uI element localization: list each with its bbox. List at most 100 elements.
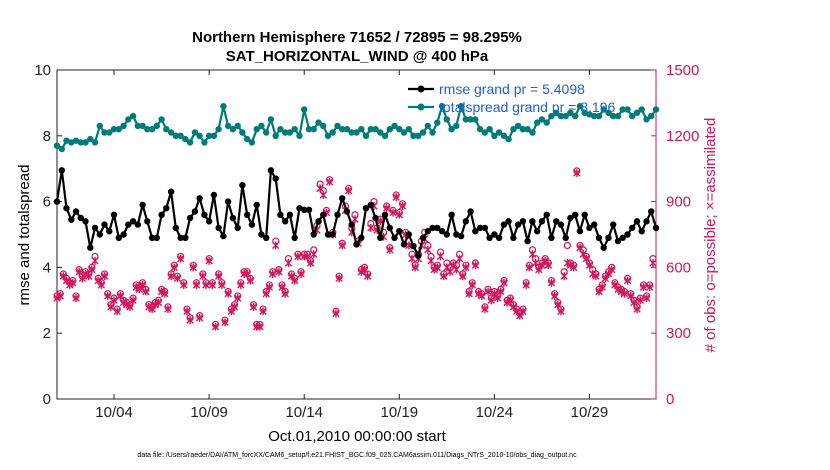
obs-assimilated-point <box>465 289 473 298</box>
totalspread-point <box>220 103 227 110</box>
obs-assimilated-point <box>297 269 305 278</box>
totalspread-point <box>229 126 237 133</box>
obs-assimilated-point <box>573 169 581 178</box>
totalspread-point <box>110 126 118 133</box>
rmse-point <box>614 237 622 245</box>
rmse-point <box>286 211 294 218</box>
obs-assimilated-point <box>490 289 499 298</box>
rmse-point <box>182 234 189 241</box>
totalspread-point <box>381 132 389 139</box>
totalspread-point <box>120 122 127 130</box>
obs-assimilated-point <box>611 280 619 289</box>
obs-assimilated-point <box>623 276 632 285</box>
rmse-point <box>505 218 512 225</box>
rmse-point <box>415 252 422 260</box>
obs-assimilated-point <box>459 272 467 281</box>
totalspread-point <box>334 122 341 130</box>
obs-possible-series <box>53 167 657 329</box>
totalspread-point <box>296 132 303 139</box>
totalspread-point <box>224 122 232 130</box>
totalspread-point <box>443 116 450 123</box>
rmse-point <box>472 228 479 235</box>
obs-assimilated-point <box>595 287 603 296</box>
rmse-point <box>586 224 593 232</box>
totalspread-point <box>648 112 655 120</box>
obs-assimilated-point <box>642 294 651 303</box>
rmse-point <box>329 231 336 238</box>
obs-assimilated-point <box>208 280 217 289</box>
totalspread-point <box>172 132 179 139</box>
obs-assimilated-point <box>487 296 495 305</box>
obs-assimilated-point <box>325 177 334 186</box>
legend-spread-label: totalspread grand pr = 8.196 <box>439 99 616 115</box>
obs-assimilated-point <box>395 210 404 219</box>
totalspread-point <box>362 132 370 139</box>
obs-possible-point <box>563 241 571 250</box>
rmse-point <box>548 234 555 241</box>
totalspread-point <box>586 111 593 118</box>
rmse-point <box>115 234 123 241</box>
rmse-point <box>153 234 160 241</box>
obs-assimilated-point <box>443 263 451 272</box>
rmse-point <box>453 231 460 238</box>
rmse-point <box>624 231 631 238</box>
obs-assimilated-point <box>97 280 106 289</box>
obs-assimilated-point <box>471 261 480 270</box>
rmse-point <box>424 228 431 235</box>
rmse-point <box>481 224 489 232</box>
legend: rmse grand pr = 5.4098 totalspread grand… <box>408 81 616 115</box>
obs-assimilated-point <box>547 278 556 287</box>
obs-assimilated-point <box>620 289 629 298</box>
obs-assimilated-point <box>265 283 274 292</box>
obs-assimilated-point <box>100 272 109 281</box>
totalspread-point <box>320 122 327 130</box>
y-left-tick-label: 10 <box>34 62 51 79</box>
totalspread-point <box>514 122 522 130</box>
rmse-point <box>519 218 527 225</box>
totalspread-point <box>72 137 80 144</box>
totalspread-point <box>434 119 441 126</box>
totalspread-point <box>343 126 351 133</box>
rmse-point <box>158 211 165 218</box>
obs-assimilated-point <box>344 186 353 195</box>
obs-assimilated-point <box>246 276 255 285</box>
totalspread-point <box>91 139 99 146</box>
obs-assimilated-point <box>627 291 635 300</box>
x-axis-label: Oct.01,2010 00:00:00 start <box>268 428 446 445</box>
obs-assimilated-point <box>113 307 121 316</box>
rmse-point <box>372 214 379 222</box>
totalspread-point <box>438 103 446 110</box>
totalspread-point <box>263 129 270 136</box>
totalspread-point <box>386 126 393 133</box>
totalspread-point <box>557 112 565 120</box>
obs-assimilated-point <box>148 305 156 314</box>
rmse-point <box>77 214 85 222</box>
obs-assimilated-point <box>544 261 553 270</box>
totalspread-point <box>415 132 422 139</box>
rmse-point <box>381 211 389 218</box>
obs-assimilated-point <box>126 302 134 311</box>
obs-assimilated-point <box>630 298 638 307</box>
obs-assimilated-point <box>528 250 537 259</box>
totalspread-point <box>467 116 474 123</box>
obs-assimilated-point <box>268 269 277 278</box>
obs-assimilated-point <box>554 300 562 309</box>
obs-assimilated-point <box>601 274 610 283</box>
rmse-point <box>82 218 89 225</box>
rmse-point <box>220 232 227 240</box>
totalspread-point <box>339 126 346 133</box>
obs-assimilated-point <box>604 269 613 278</box>
rmse-point <box>629 224 636 232</box>
totalspread-point <box>258 122 265 130</box>
rmse-point <box>272 175 279 182</box>
rmse-point <box>110 211 118 218</box>
totalspread-point <box>215 126 222 133</box>
obs-assimilated-point <box>218 280 226 289</box>
obs-assimilated-point <box>500 278 508 287</box>
totalspread-point <box>462 116 469 123</box>
obs-assimilated-point <box>256 322 264 331</box>
rmse-series <box>53 167 660 260</box>
totalspread-point <box>153 122 160 130</box>
obs-assimilated-point <box>411 263 419 272</box>
rmse-point <box>538 218 546 225</box>
